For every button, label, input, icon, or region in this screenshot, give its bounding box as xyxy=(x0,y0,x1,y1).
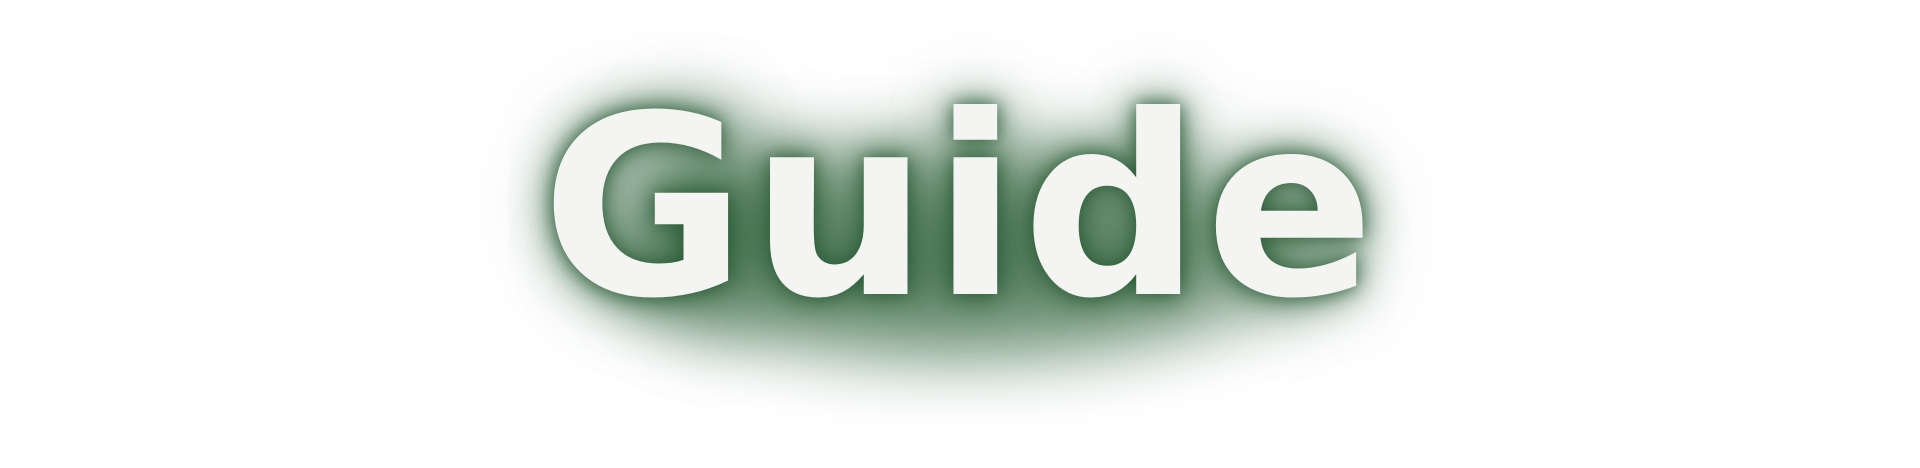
title: Guide xyxy=(541,62,1379,353)
glow xyxy=(580,70,840,370)
